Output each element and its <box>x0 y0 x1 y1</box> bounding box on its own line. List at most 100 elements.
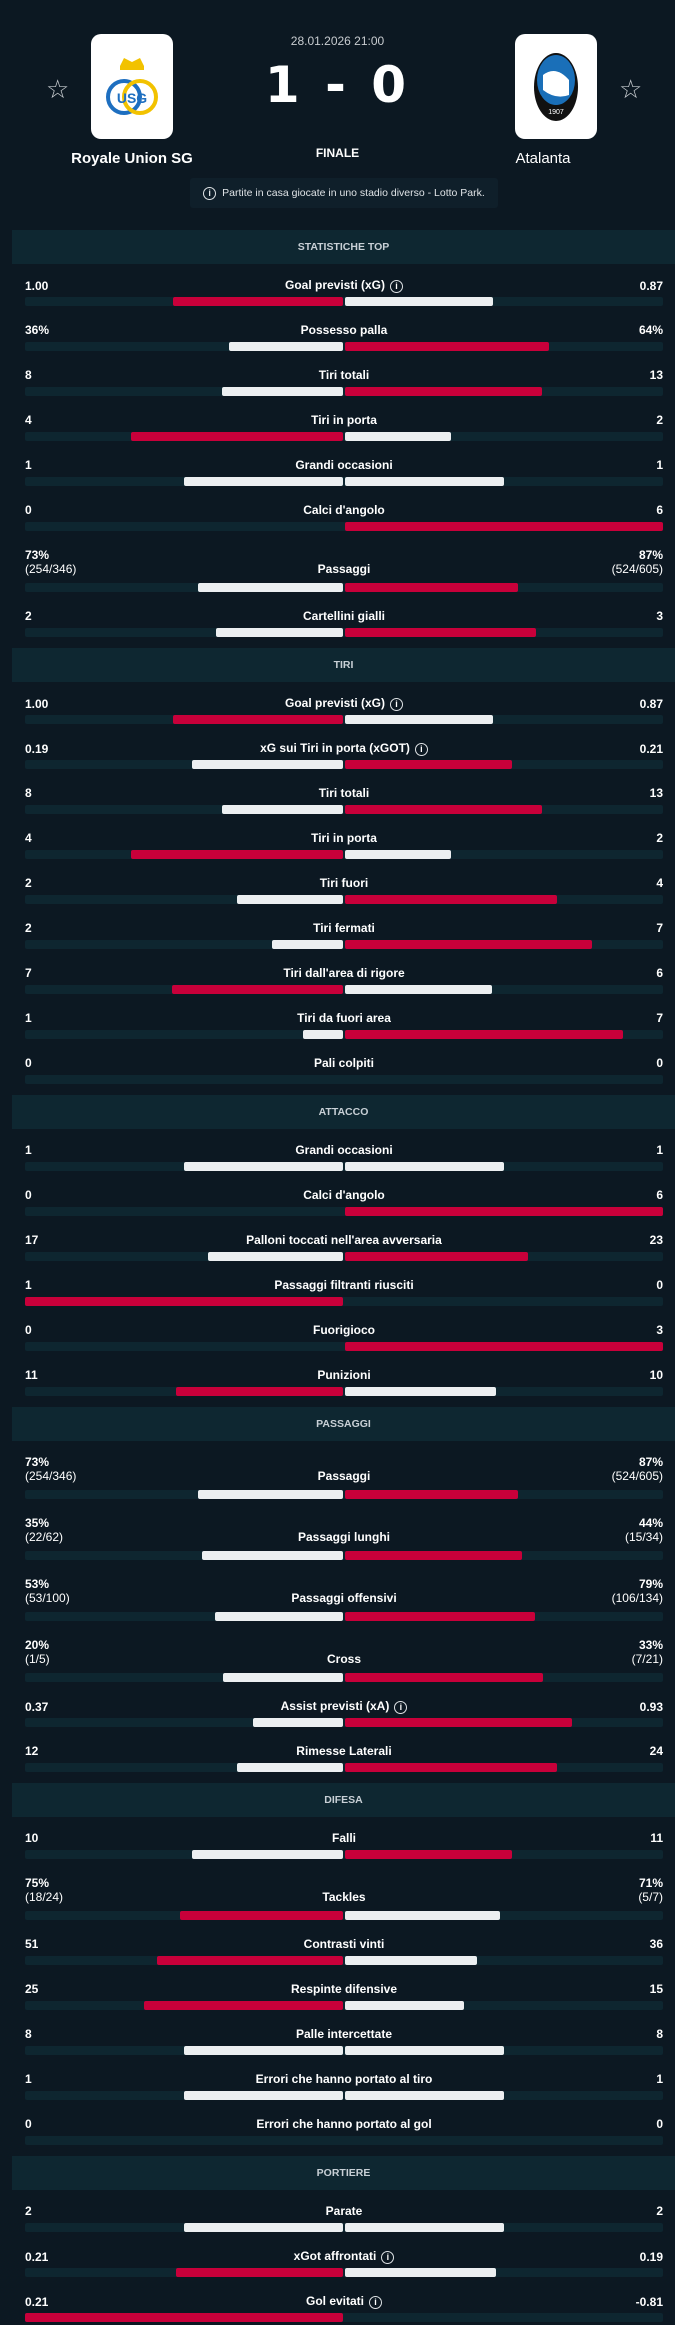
stat-label: Gol evitati i <box>115 2294 573 2309</box>
stat-label: Goal previsti (xG) i <box>115 696 573 711</box>
match-date: 28.01.2026 21:00 <box>290 34 385 48</box>
home-value: 1.00 <box>25 279 115 293</box>
away-bar <box>345 342 549 351</box>
svg-text:USG: USG <box>117 90 147 106</box>
away-value: 0 <box>573 1278 663 1292</box>
stat-label-text: Respinte difensive <box>290 1982 398 1996</box>
info-icon[interactable]: i <box>390 280 404 293</box>
stat-label-text: Tiri totali <box>318 368 370 382</box>
home-value-text: 0 <box>25 1188 32 1202</box>
stat-bar-track <box>25 1075 663 1084</box>
home-team-name[interactable]: Royale Union SG <box>71 150 193 167</box>
favorite-away-star-icon[interactable]: ☆ <box>619 74 643 104</box>
home-bar <box>221 805 343 814</box>
home-value: 0.21 <box>25 2250 115 2264</box>
away-value: 13 <box>573 786 663 800</box>
stat-label-text: Gol evitati <box>305 2294 364 2308</box>
info-icon[interactable]: i <box>414 743 428 756</box>
stat-labels: 75% (18/24) Tackles 71% (5/7) <box>25 1876 663 1904</box>
home-value-text: 1 <box>25 458 32 472</box>
stat-row: 0 Calci d'angolo 6 <box>0 1174 675 1219</box>
home-value: 73% (254/346) <box>25 1455 115 1483</box>
info-icon[interactable]: i <box>369 2296 382 2309</box>
favorite-home-star-icon[interactable]: ☆ <box>46 74 70 104</box>
away-value-text: 0 <box>656 2117 663 2131</box>
stat-labels: 11 Punizioni 10 <box>25 1368 663 1382</box>
stat-label: Tackles <box>115 1890 573 1904</box>
stat-label-text: Tiri in porta <box>311 413 377 427</box>
away-value-text: 4 <box>656 876 663 890</box>
home-bar <box>184 1162 343 1171</box>
stat-bar-track <box>25 432 663 441</box>
away-bar <box>345 850 451 859</box>
home-value: 35% (22/62) <box>25 1516 115 1544</box>
stat-labels: 12 Rimesse Laterali 24 <box>25 1744 663 1758</box>
info-icon[interactable]: i <box>394 1701 408 1714</box>
stat-labels: 8 Tiri totali 13 <box>25 786 663 800</box>
stat-label: Tiri da fuori area <box>115 1011 573 1025</box>
stat-bar-track <box>25 1850 663 1859</box>
stat-label: Possesso palla <box>115 323 573 337</box>
home-bar <box>25 1297 343 1306</box>
stat-bar-track <box>25 895 663 904</box>
away-team-name[interactable]: Atalanta <box>515 150 571 167</box>
stat-labels: 2 Tiri fermati 7 <box>25 921 663 935</box>
away-value: 7 <box>573 1011 663 1025</box>
stat-row: 75% (18/24) Tackles 71% (5/7) <box>0 1862 675 1923</box>
stat-label-text: Tackles <box>322 1890 366 1904</box>
info-icon[interactable]: i <box>381 2251 395 2264</box>
stat-label: xG sui Tiri in porta (xGOT) i <box>115 741 573 756</box>
stat-labels: 8 Palle intercettate 8 <box>25 2027 663 2041</box>
stat-row: 8 Palle intercettate 8 <box>0 2013 675 2058</box>
stat-labels: 35% (22/62) Passaggi lunghi 44% (15/34) <box>25 1516 663 1544</box>
away-value-text: 0.19 <box>639 2250 663 2264</box>
stat-label-text: Tiri totali <box>318 786 370 800</box>
away-value-text: 64% <box>638 323 663 337</box>
stat-label: Tiri in porta <box>115 413 573 427</box>
stat-labels: 0 Calci d'angolo 6 <box>25 1188 663 1202</box>
section-header-tiri: TIRI <box>12 648 675 682</box>
info-icon[interactable]: i <box>390 698 404 711</box>
stat-label-text: Passaggi lunghi <box>297 1530 390 1544</box>
away-bar <box>345 432 451 441</box>
away-value: 6 <box>573 966 663 980</box>
away-team-logo[interactable]: 1907 <box>515 34 597 139</box>
home-bar <box>215 1612 343 1621</box>
home-team-logo[interactable]: USG <box>91 34 173 139</box>
away-bar <box>345 1551 523 1560</box>
away-bar <box>345 628 536 637</box>
stat-label: Passaggi offensivi <box>115 1591 573 1605</box>
stat-bar-track <box>25 1612 663 1621</box>
home-bar <box>184 477 343 486</box>
away-bar <box>345 1850 512 1859</box>
home-value-text: 35% <box>25 1516 50 1530</box>
stat-bar-track <box>25 2001 663 2010</box>
home-value-text: 0.21 <box>25 2250 49 2264</box>
stat-label-text: Possesso palla <box>300 323 388 337</box>
away-value-text: 33% <box>638 1638 663 1652</box>
stat-labels: 25 Respinte difensive 15 <box>25 1982 663 1996</box>
home-value-text: 0.19 <box>25 742 49 756</box>
stat-labels: 0.37 Assist previsti (xA) i 0.93 <box>25 1699 663 1714</box>
home-value: 8 <box>25 368 115 382</box>
home-value: 7 <box>25 966 115 980</box>
home-value-text: 0 <box>25 2117 32 2131</box>
away-value: 2 <box>573 831 663 845</box>
stat-labels: 1 Passaggi filtranti riusciti 0 <box>25 1278 663 1292</box>
home-value: 2 <box>25 2204 115 2218</box>
away-value: 15 <box>573 1982 663 1996</box>
home-bar <box>207 1252 343 1261</box>
away-bar <box>345 1673 543 1682</box>
stat-labels: 36% Possesso palla 64% <box>25 323 663 337</box>
away-value-text: 0.87 <box>639 697 663 711</box>
stat-labels: 7 Tiri dall'area di rigore 6 <box>25 966 663 980</box>
stat-label-text: Palloni toccati nell'area avversaria <box>246 1233 442 1247</box>
stat-label: Grandi occasioni <box>115 1143 573 1157</box>
stat-label-text: Pali colpiti <box>313 1056 374 1070</box>
stat-label-text: Assist previsti (xA) <box>280 1699 390 1713</box>
stat-bar-track <box>25 1030 663 1039</box>
away-value: 64% <box>573 323 663 337</box>
stat-row: 1 Grandi occasioni 1 <box>0 444 675 489</box>
home-value-detail: (18/24) <box>25 1890 64 1904</box>
away-bar <box>345 1342 663 1351</box>
